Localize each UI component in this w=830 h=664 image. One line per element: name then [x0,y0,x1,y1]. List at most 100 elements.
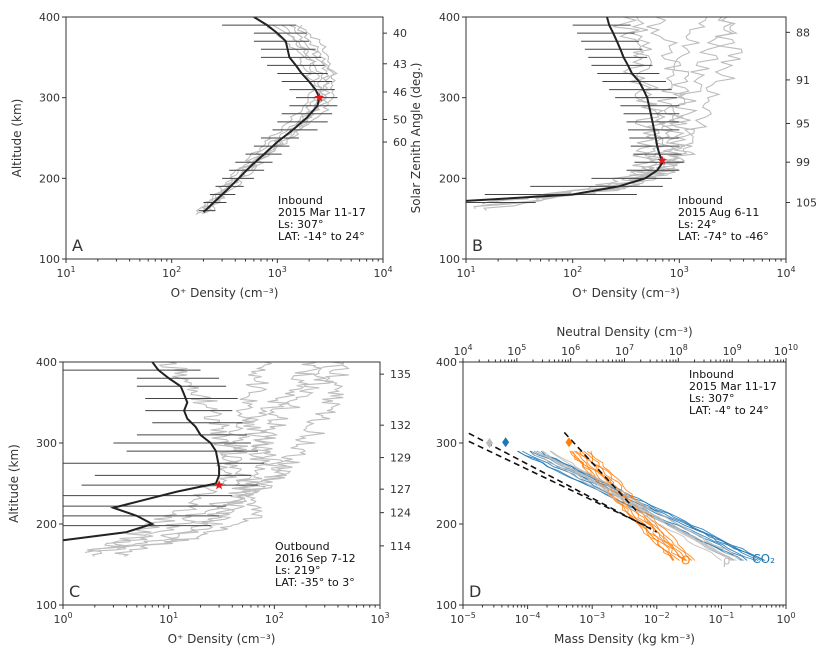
x-axis-label: O⁺ Density (cm⁻³) [171,286,279,300]
axes-frame [65,16,384,260]
y-tick-label: 200 [439,172,460,185]
top-axis-label: Neutral Density (cm⁻³) [556,325,692,339]
top-tick-label: 108 [669,343,688,358]
individual-profile [87,362,322,553]
y-tick-label: 400 [436,356,457,369]
axes-frame [62,361,381,606]
panel-letter: D [469,582,481,601]
annotation-line: Ls: 307° [689,392,735,405]
annotation-line: 2016 Sep 7-12 [275,552,356,565]
right-tick-label: 95 [796,117,810,130]
right-tick-label: 135 [390,368,411,381]
annotation-line: 2015 Mar 11-17 [689,380,777,393]
top-tick-label: 104 [453,343,472,358]
x-tick-label: 102 [563,265,582,280]
panel-b: 100 200 300 400 101 102 103 104 88 91 95 99 105 O⁺ De… [439,11,817,300]
individual-profile [197,24,316,214]
top-tick-label: 1010 [774,343,798,358]
y-tick-label: 300 [39,92,60,105]
plot-area [63,362,350,557]
y-tick-label: 200 [39,172,60,185]
x-axis-label: Mass Density (kg km⁻³) [554,632,695,646]
y-tick-label: 100 [39,253,60,266]
fit-marker [502,437,510,448]
annotation-line: LAT: -14° to 24° [278,230,365,243]
series-line-2 [542,450,735,561]
annotation-line: Inbound [689,368,734,381]
right-axis-label: Solar Zenith Angle (deg.) [409,63,423,214]
panel-letter: C [69,582,80,601]
plot-area [468,431,766,561]
fit-line [468,440,651,529]
panel-c: 100 200 300 400 100 101 102 103 135 132 129 127 124 1… [7,356,411,646]
series-label: CO₂ [752,552,775,566]
x-tick-label: 10−5 [450,611,476,626]
individual-profile [506,17,743,200]
annotation-line: 2015 Aug 6-11 [678,206,759,219]
annotation-line: 2015 Mar 11-17 [278,206,366,219]
x-tick-label: 101 [159,611,178,626]
y-tick-label: 100 [439,253,460,266]
top-tick-label: 109 [723,343,742,358]
right-tick-label: 43 [393,58,407,71]
x-tick-label: 10−1 [709,611,735,626]
right-tick-label: 50 [393,113,407,126]
annotation-line: Ls: 24° [678,218,717,231]
x-tick-label: 102 [162,265,181,280]
x-tick-label: 104 [776,265,795,280]
series-line-2 [550,450,745,561]
right-tick-label: 132 [390,419,411,432]
series-line-2 [542,450,737,561]
individual-profile [481,17,661,205]
x-tick-label: 10−2 [644,611,670,626]
series-line-2 [533,450,732,561]
series-line-1 [570,450,674,561]
y-tick-label: 400 [39,11,60,24]
fit-line [468,432,658,533]
right-tick-label: 40 [393,27,407,40]
individual-profile [473,17,734,208]
individual-profile [212,24,336,212]
y-tick-label: 300 [439,92,460,105]
y-tick-label: 200 [436,518,457,531]
right-tick-label: 129 [390,452,411,465]
y-tick-label: 400 [439,11,460,24]
panel-letter: A [72,236,83,255]
axes-frame [462,361,787,606]
series-line-2 [537,450,733,561]
series-line-1 [574,450,680,561]
right-tick-label: 88 [796,26,810,39]
x-tick-label: 10−4 [515,611,541,626]
y-tick-label: 300 [36,437,57,450]
series-line-1 [569,450,674,561]
y-axis-label: Altitude (km) [7,444,21,523]
plot-area [466,17,743,211]
panel-a: 100 200 300 400 101 102 103 104 40 43 46 50 60 Solar … [10,11,423,300]
annotation-line: Inbound [278,194,323,207]
x-tick-label: 102 [265,611,284,626]
right-tick-label: 124 [390,507,411,520]
individual-profile [85,362,345,553]
individual-profile [87,362,272,557]
right-tick-label: 105 [796,197,817,210]
annotation-line: Ls: 219° [275,564,321,577]
x-tick-label: 101 [56,265,75,280]
series-line-1 [590,451,696,561]
x-tick-label: 103 [268,265,287,280]
x-axis-label: O⁺ Density (cm⁻³) [572,286,680,300]
annotation-line: LAT: -4° to 24° [689,404,769,417]
series-line-2 [549,450,741,561]
individual-profile [117,362,263,549]
x-tick-label: 10−3 [579,611,605,626]
fit-marker [565,437,573,448]
x-tick-label: 100 [53,611,72,626]
x-tick-label: 100 [776,611,795,626]
x-tick-label: 101 [456,265,475,280]
panel-letter: B [472,236,483,255]
peak-marker [657,155,667,165]
annotation-line: Inbound [678,194,723,207]
peak-marker [214,480,224,490]
y-tick-label: 100 [436,599,457,612]
x-tick-label: 103 [670,265,689,280]
